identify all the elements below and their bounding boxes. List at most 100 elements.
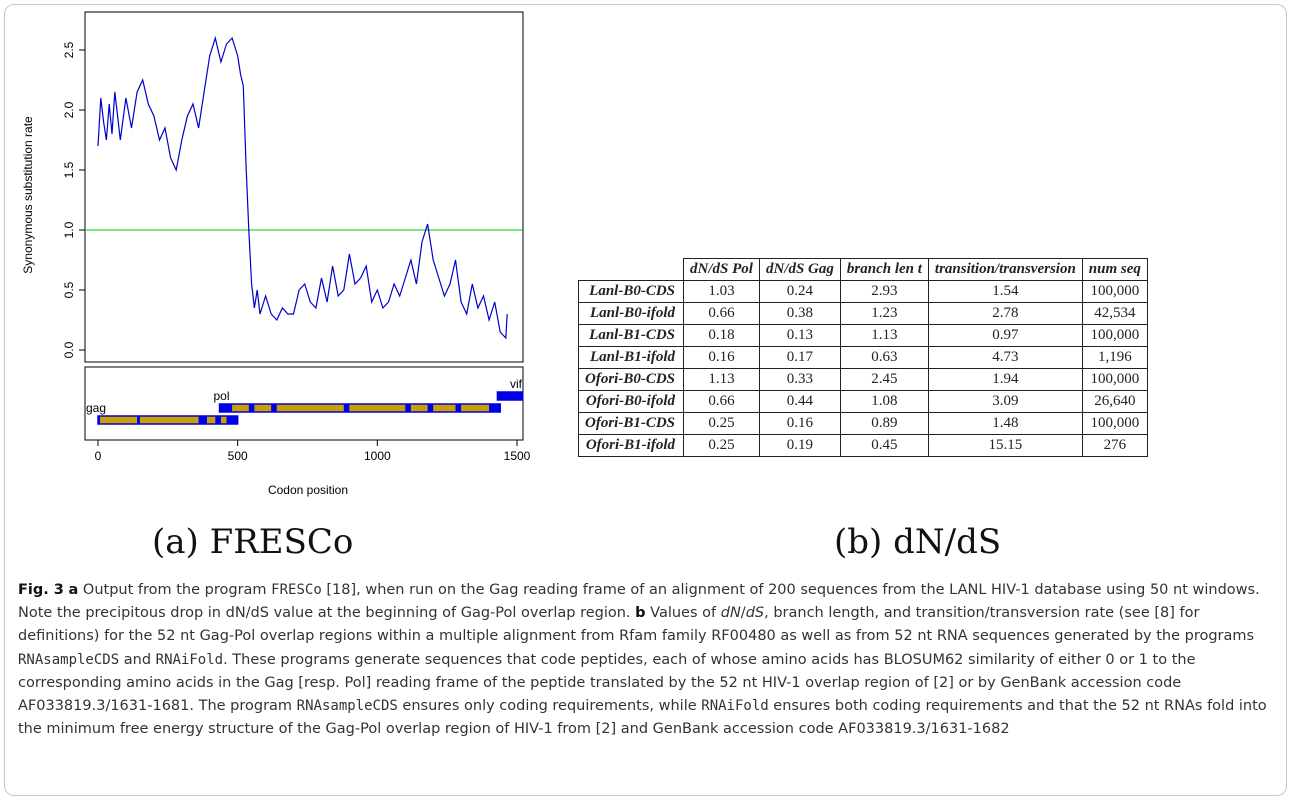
table-cell: 1.03	[683, 280, 760, 303]
row-label: Ofori-B1-CDS	[577, 412, 685, 435]
col-header-ts-tv: transition/transversion	[927, 258, 1083, 281]
dnds-table: dN/dS Pol dN/dS Gag branch len t transit…	[577, 258, 1148, 457]
caption-text-1: Output from the program	[78, 582, 272, 598]
table-cell: 0.16	[683, 346, 760, 369]
table-corner	[579, 259, 684, 281]
table-row: Ofori-B0-ifold 0.66 0.44 1.08 3.09 26,640	[577, 390, 1148, 413]
caption-b-letter: b	[635, 605, 646, 622]
table-cell: 276	[1081, 434, 1148, 457]
table-cell: 1,196	[1081, 346, 1148, 369]
table-cell: 2.93	[839, 280, 929, 303]
caption-text-7: ensures only coding requirements, while	[397, 698, 702, 715]
subfig-label-a: (a) FRESCo	[152, 522, 354, 562]
table-row: Lanl-B1-ifold 0.16 0.17 0.63 4.73 1,196	[577, 346, 1148, 369]
table-cell: 0.44	[758, 390, 841, 413]
col-header-dnds-gag: dN/dS Gag	[758, 258, 841, 281]
gene-segment	[427, 404, 434, 412]
gene-label-pol: pol	[214, 389, 230, 403]
table-cell: 100,000	[1081, 280, 1148, 303]
table-cell: 100,000	[1081, 324, 1148, 347]
caption-slash: /	[740, 605, 746, 622]
table-cell: 42,534	[1081, 302, 1148, 325]
x-tick-label: 500	[228, 449, 248, 463]
col-header-dnds-pol: dN/dS Pol	[683, 258, 760, 281]
caption-fig-label: Fig. 3	[18, 582, 64, 598]
table-cell: 1.94	[927, 368, 1083, 391]
table-row: Lanl-B0-CDS 1.03 0.24 2.93 1.54 100,000	[577, 280, 1148, 303]
x-axis-label: Codon position	[268, 483, 348, 497]
table-cell: 4.73	[927, 346, 1083, 369]
y-axis-label: Synonymous substitution rate	[21, 116, 35, 274]
row-label: Lanl-B1-CDS	[577, 324, 685, 347]
table-cell: 0.25	[683, 434, 760, 457]
table-cell: 15.15	[927, 434, 1083, 457]
table-cell: 26,640	[1081, 390, 1148, 413]
table-cell: 2.45	[839, 368, 929, 391]
table-cell: 100,000	[1081, 412, 1148, 435]
gene-segment	[497, 392, 523, 400]
figure-caption: Fig. 3 a Output from the program FRESCo …	[18, 579, 1276, 741]
gene-segment	[271, 404, 277, 412]
plot-box	[84, 11, 524, 363]
gene-segment	[455, 404, 462, 412]
caption-text-5: and	[119, 651, 156, 668]
table-cell: 0.16	[758, 412, 841, 435]
x-tick-label: 1500	[504, 449, 531, 463]
table-cell: 0.24	[758, 280, 841, 303]
table-row: Lanl-B0-ifold 0.66 0.38 1.23 2.78 42,534	[577, 302, 1148, 325]
gene-segment	[198, 416, 207, 424]
table-cell: 0.66	[683, 390, 760, 413]
table-header-row: dN/dS Pol dN/dS Gag branch len t transit…	[579, 258, 1148, 281]
table-row: Ofori-B0-CDS 1.13 0.33 2.45 1.94 100,000	[577, 368, 1148, 391]
table-cell: 1.13	[683, 368, 760, 391]
table-cell: 100,000	[1081, 368, 1148, 391]
row-label: Ofori-B0-ifold	[577, 390, 685, 413]
table-cell: 0.17	[758, 346, 841, 369]
x-tick-label: 0	[95, 449, 102, 463]
y-tick-label: 2.5	[62, 41, 76, 58]
table-cell: 0.18	[683, 324, 760, 347]
table-row: Ofori-B1-ifold 0.25 0.19 0.45 15.15 276	[577, 434, 1148, 457]
gene-segment	[98, 416, 100, 424]
table-cell: 0.33	[758, 368, 841, 391]
table-cell: 0.25	[683, 412, 760, 435]
col-header-branch-len: branch len t	[839, 258, 929, 281]
series-line	[97, 35, 508, 340]
gene-segment	[219, 404, 233, 412]
row-label: Lanl-B1-ifold	[577, 346, 685, 369]
table-cell: 0.45	[839, 434, 929, 457]
table-cell: 3.09	[927, 390, 1083, 413]
table-cell: 0.38	[758, 302, 841, 325]
y-tick-label: 1.5	[62, 161, 76, 178]
table-cell: 0.13	[758, 324, 841, 347]
caption-text-4: , branch length, and transition/transver…	[18, 605, 1255, 645]
subfig-label-b: (b) dN/dS	[834, 522, 1002, 562]
caption-dn: dN	[720, 605, 741, 622]
y-tick-label: 0.0	[62, 341, 76, 358]
x-tick-label: 1000	[364, 449, 391, 463]
gene-segment	[137, 416, 140, 424]
table-cell: 1.08	[839, 390, 929, 413]
caption-prog-rnaifold-2: RNAiFold	[701, 698, 769, 715]
caption-text-8: ensures both coding requirements and tha…	[18, 698, 1267, 738]
table-cell: 1.13	[839, 324, 929, 347]
table-cell: 1.48	[927, 412, 1083, 435]
caption-prog-rnasamplecds-2: RNAsampleCDS	[296, 698, 398, 715]
table-row: Ofori-B1-CDS 0.25 0.16 0.89 1.48 100,000	[577, 412, 1148, 435]
row-label: Lanl-B0-ifold	[577, 302, 685, 325]
row-label: Ofori-B1-ifold	[577, 434, 685, 457]
caption-prog-fresco: FRESCo	[271, 582, 322, 598]
y-tick-label: 2.0	[62, 101, 76, 118]
gene-segment	[215, 416, 221, 424]
table-cell: 2.78	[927, 302, 1083, 325]
table-cell: 0.66	[683, 302, 760, 325]
fresco-chart: 0.0 0.5 1.0 1.5 2.0 2.5 gag pol vif 0 500 1000 1500…	[21, 11, 531, 497]
table-cell: 0.63	[839, 346, 929, 369]
y-tick-label: 0.5	[62, 281, 76, 298]
figure-frame	[4, 4, 1287, 796]
caption-prog-rnasamplecds: RNAsampleCDS	[18, 651, 120, 668]
caption-ds: dS	[745, 605, 765, 622]
row-label: Lanl-B0-CDS	[577, 280, 685, 303]
y-tick-label: 1.0	[62, 221, 76, 238]
gene-segment	[343, 404, 350, 412]
